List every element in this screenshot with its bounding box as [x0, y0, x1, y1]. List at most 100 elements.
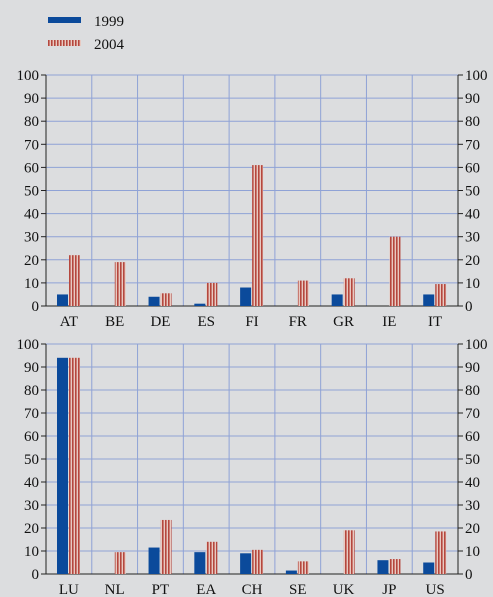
y-tick-label-left: 10	[24, 544, 39, 560]
legend-swatch-1999	[48, 17, 81, 23]
y-tick-label-left: 60	[24, 160, 39, 176]
y-tick-label-right: 0	[465, 567, 473, 583]
y-tick-label-left: 30	[24, 230, 39, 246]
bar-1999-es	[194, 303, 206, 306]
y-tick-label-right: 60	[465, 429, 480, 445]
bar-2004-es	[206, 282, 218, 306]
x-tick-label-uk: UK	[333, 582, 355, 597]
bar-2004-ea	[206, 541, 218, 574]
x-tick-label-de: DE	[150, 314, 170, 330]
x-tick-label-es: ES	[197, 314, 215, 330]
y-tick-label-left: 70	[24, 406, 39, 422]
y-tick-label-left: 60	[24, 429, 39, 445]
bar-2004-fr	[297, 280, 309, 306]
x-tick-label-lu: LU	[59, 582, 79, 597]
bar-2004-pt	[160, 519, 172, 574]
y-tick-label-left: 100	[17, 337, 40, 353]
bar-1999-pt	[148, 547, 160, 574]
y-tick-label-right: 40	[465, 207, 480, 223]
bar-2004-jp	[389, 559, 401, 574]
bar-2004-nl	[114, 552, 126, 574]
bar-1999-ea	[194, 552, 206, 574]
y-tick-label-right: 90	[465, 360, 480, 376]
y-tick-label-left: 90	[24, 360, 39, 376]
bar-2004-it	[435, 284, 447, 306]
y-tick-label-left: 20	[24, 521, 39, 537]
x-tick-label-ch: CH	[242, 582, 263, 597]
y-tick-label-left: 80	[24, 383, 39, 399]
y-tick-label-left: 90	[24, 91, 39, 107]
y-tick-label-right: 40	[465, 475, 480, 491]
y-tick-label-right: 10	[465, 544, 480, 560]
y-tick-label-right: 70	[465, 137, 480, 153]
bar-2004-ch	[252, 549, 264, 574]
y-tick-label-right: 30	[465, 230, 480, 246]
bar-2004-lu	[69, 357, 80, 574]
x-tick-label-pt: PT	[152, 582, 170, 597]
y-tick-label-right: 60	[465, 160, 480, 176]
y-tick-label-right: 20	[465, 253, 480, 269]
bar-1999-us	[423, 562, 435, 574]
y-tick-label-left: 30	[24, 498, 39, 514]
x-tick-label-at: AT	[60, 314, 78, 330]
x-tick-label-it: IT	[428, 314, 442, 330]
y-tick-label-right: 20	[465, 521, 480, 537]
legend-label-2004: 2004	[94, 37, 125, 53]
y-tick-label-right: 100	[465, 337, 488, 353]
y-tick-label-left: 50	[24, 184, 39, 200]
bar-2004-gr	[343, 278, 355, 306]
bar-2004-fi	[252, 165, 264, 306]
y-tick-label-left: 0	[32, 567, 40, 583]
bar-2004-at	[69, 255, 80, 306]
bar-1999-fi	[240, 287, 252, 306]
x-tick-label-nl: NL	[105, 582, 125, 597]
x-tick-label-ie: IE	[382, 314, 396, 330]
bar-2004-uk	[343, 530, 355, 574]
y-tick-label-right: 80	[465, 383, 480, 399]
y-tick-label-right: 90	[465, 91, 480, 107]
bar-2004-be	[114, 262, 126, 306]
x-tick-label-fr: FR	[289, 314, 307, 330]
bar-1999-jp	[377, 560, 389, 574]
y-tick-label-left: 20	[24, 253, 39, 269]
y-tick-label-right: 10	[465, 276, 480, 292]
bar-2004-de	[160, 293, 172, 306]
y-tick-label-right: 80	[465, 114, 480, 130]
x-tick-label-se: SE	[289, 582, 307, 597]
x-tick-label-fi: FI	[245, 314, 258, 330]
y-tick-label-left: 50	[24, 452, 39, 468]
bar-2004-se	[297, 561, 309, 574]
y-tick-label-left: 80	[24, 114, 39, 130]
bar-1999-at	[57, 294, 68, 306]
bar-1999-gr	[331, 294, 343, 306]
y-tick-label-left: 40	[24, 475, 39, 491]
y-tick-label-right: 50	[465, 452, 480, 468]
x-tick-label-be: BE	[105, 314, 124, 330]
bar-2004-ie	[389, 236, 401, 306]
y-tick-label-right: 30	[465, 498, 480, 514]
bar-1999-de	[148, 296, 160, 306]
x-tick-label-us: US	[426, 582, 445, 597]
bar-1999-se	[285, 570, 297, 574]
bar-1999-it	[423, 294, 435, 306]
legend: 1999 2004	[48, 14, 125, 53]
panel-top: 0 0 10 10 20 20 30 30 40 40 50 50 60 60 70 70 80 80 90 90 10…	[17, 68, 488, 330]
y-tick-label-left: 100	[17, 68, 40, 84]
legend-swatch-2004	[48, 40, 81, 46]
x-tick-label-ea: EA	[196, 582, 216, 597]
bar-1999-lu	[57, 357, 68, 574]
y-tick-label-right: 50	[465, 184, 480, 200]
y-tick-label-left: 70	[24, 137, 39, 153]
bar-2004-us	[435, 531, 447, 574]
y-tick-label-right: 100	[465, 68, 488, 84]
y-tick-label-left: 40	[24, 207, 39, 223]
y-tick-label-right: 70	[465, 406, 480, 422]
x-tick-label-gr: GR	[333, 314, 354, 330]
y-tick-label-right: 0	[465, 299, 473, 315]
legend-label-1999: 1999	[94, 14, 124, 30]
y-tick-label-left: 10	[24, 276, 39, 292]
panel-bottom: 0 0 10 10 20 20 30 30 40 40 50 50 60 60 70 70 80 80 90 90 10…	[17, 337, 488, 597]
bar-1999-ch	[240, 553, 252, 574]
x-tick-label-jp: JP	[382, 582, 396, 597]
